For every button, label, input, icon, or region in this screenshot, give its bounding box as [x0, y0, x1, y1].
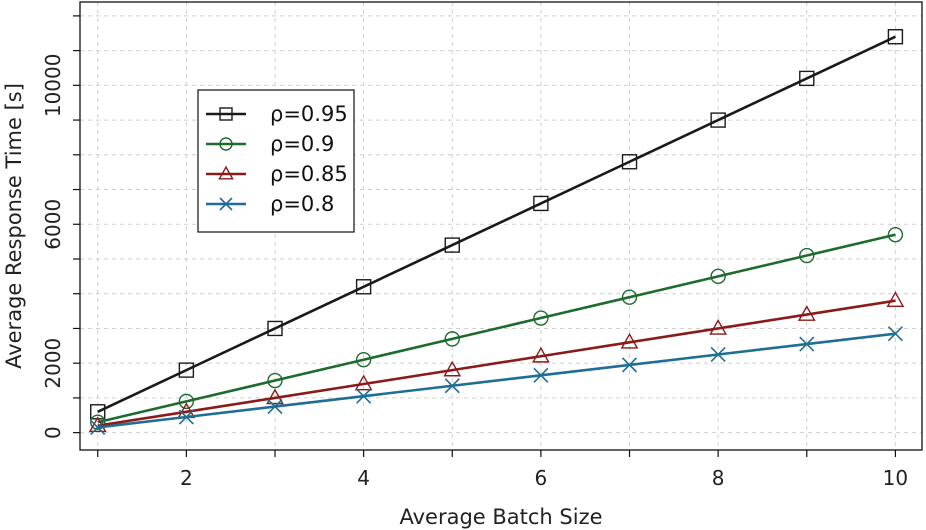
x-tick-label: 2 [180, 466, 193, 490]
x-tick-label: 6 [535, 466, 548, 490]
legend-label: ρ=0.85 [270, 162, 348, 186]
x-tick-label: 8 [712, 466, 725, 490]
legend-label: ρ=0.8 [270, 192, 334, 216]
y-tick-label: 2000 [41, 338, 65, 389]
legend-label: ρ=0.9 [270, 132, 334, 156]
x-tick-label: 4 [357, 466, 370, 490]
y-axis-title: Average Response Time [s] [2, 83, 26, 369]
legend: ρ=0.95 ρ=0.9 ρ=0.85 ρ=0.8 [198, 90, 354, 232]
x-tick-label: 10 [883, 466, 908, 490]
y-tick-label: 10000 [41, 54, 65, 118]
y-tick-label: 0 [41, 426, 65, 439]
legend-label: ρ=0.95 [270, 102, 348, 126]
x-axis-title: Average Batch Size [399, 505, 602, 529]
chart: 2 4 6 8 1002000600010000 Average Batch Size … [0, 0, 926, 530]
y-tick-label: 6000 [41, 199, 65, 250]
